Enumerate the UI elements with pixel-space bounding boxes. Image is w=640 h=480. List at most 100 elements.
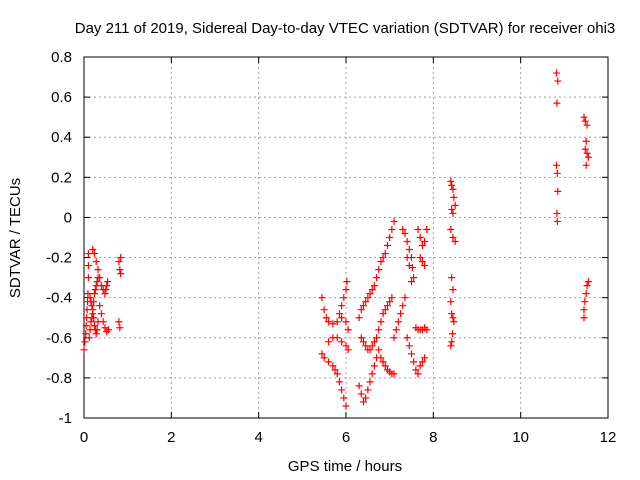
data-point <box>116 324 124 332</box>
data-point <box>340 394 348 402</box>
y-tick-label: 0 <box>64 209 72 226</box>
data-point <box>418 258 426 266</box>
data-point <box>416 362 424 370</box>
data-point <box>342 342 350 350</box>
data-point <box>90 250 98 258</box>
y-tick-label: 0.6 <box>51 89 72 106</box>
data-point <box>366 378 374 386</box>
data-point <box>580 314 588 322</box>
data-point <box>388 225 396 233</box>
data-point <box>90 298 98 306</box>
data-point <box>390 217 398 225</box>
data-point <box>408 278 415 286</box>
data-point <box>403 334 411 342</box>
data-point <box>553 217 561 225</box>
data-point <box>359 302 367 310</box>
data-point <box>451 201 459 209</box>
data-point <box>97 310 105 318</box>
data-point <box>405 342 413 350</box>
data-point <box>447 225 455 233</box>
data-point <box>359 398 367 406</box>
data-point <box>117 270 125 278</box>
data-point <box>416 234 424 241</box>
data-point <box>343 278 351 286</box>
data-point <box>370 338 378 346</box>
data-point <box>93 326 101 334</box>
data-point <box>94 266 102 274</box>
data-point <box>325 338 333 346</box>
data-point <box>581 298 589 306</box>
data-point <box>362 342 370 350</box>
data-point <box>320 354 328 362</box>
data-point <box>342 318 350 326</box>
data-point <box>583 121 591 129</box>
data-point <box>408 350 415 358</box>
data-point <box>447 298 455 306</box>
data-point <box>412 366 420 374</box>
data-point <box>410 274 418 282</box>
data-point <box>103 282 111 290</box>
y-tick-label: 0.4 <box>51 129 72 146</box>
x-tick-label: 10 <box>512 429 529 446</box>
data-point <box>93 278 101 286</box>
data-point <box>329 320 337 328</box>
data-point <box>325 318 333 326</box>
data-point <box>335 378 343 386</box>
y-tick-label: -0.6 <box>46 330 72 347</box>
data-point <box>333 370 341 378</box>
data-point <box>117 254 125 262</box>
data-point <box>449 234 457 241</box>
x-tick-label: 6 <box>342 429 350 446</box>
data-point <box>580 113 588 121</box>
data-point <box>583 149 591 157</box>
x-tick-label: 4 <box>254 429 262 446</box>
data-point <box>364 294 372 302</box>
data-point <box>379 254 387 262</box>
data-point <box>333 334 341 342</box>
data-point <box>81 338 89 346</box>
data-point <box>115 318 123 326</box>
data-point <box>84 290 92 298</box>
y-tick-label: 0.2 <box>51 169 72 186</box>
data-point <box>383 242 391 250</box>
data-point <box>584 153 592 161</box>
data-point <box>90 290 98 298</box>
data-point <box>450 193 458 201</box>
data-point <box>84 250 92 258</box>
y-tick-labels: -1 -0.8 -0.6 -0.4 -0.2 0 0.2 0.4 0.6 0.8 <box>46 49 72 427</box>
data-point <box>394 318 402 326</box>
data-point <box>375 346 383 354</box>
data-point <box>399 302 407 310</box>
data-point <box>447 342 455 350</box>
data-point <box>405 246 413 254</box>
data-point <box>342 286 350 294</box>
y-tick-label: -0.2 <box>46 250 72 267</box>
data-point <box>390 370 398 378</box>
data-point <box>86 294 94 302</box>
data-point <box>581 145 589 153</box>
data-point <box>335 310 343 318</box>
data-point <box>329 362 337 370</box>
data-point <box>448 181 456 189</box>
data-point <box>449 185 457 193</box>
data-point <box>379 310 387 318</box>
x-tick-label: 0 <box>80 429 88 446</box>
data-point <box>99 318 107 326</box>
data-point <box>449 286 457 294</box>
data-point <box>414 370 422 378</box>
data-point <box>338 386 346 394</box>
data-point <box>357 390 365 398</box>
data-point <box>421 354 429 362</box>
data-point <box>448 338 456 346</box>
data-point <box>92 258 100 266</box>
x-tick-label: 2 <box>167 429 175 446</box>
data-point <box>373 334 381 342</box>
y-tick-label: -0.8 <box>46 370 72 387</box>
data-point <box>80 346 88 354</box>
data-point <box>377 318 385 326</box>
data-point <box>450 318 458 326</box>
data-point <box>383 302 391 310</box>
data-point <box>90 322 98 330</box>
